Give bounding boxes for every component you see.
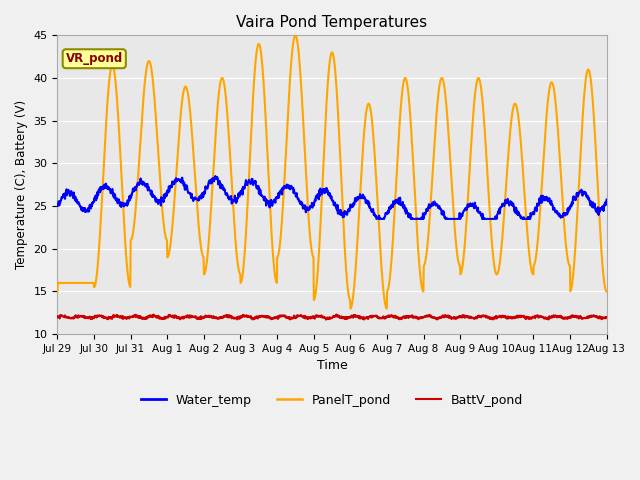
Y-axis label: Temperature (C), Battery (V): Temperature (C), Battery (V) xyxy=(15,100,28,269)
Legend: Water_temp, PanelT_pond, BattV_pond: Water_temp, PanelT_pond, BattV_pond xyxy=(136,389,528,411)
Text: VR_pond: VR_pond xyxy=(66,52,123,65)
Title: Vaira Pond Temperatures: Vaira Pond Temperatures xyxy=(236,15,428,30)
X-axis label: Time: Time xyxy=(317,360,348,372)
